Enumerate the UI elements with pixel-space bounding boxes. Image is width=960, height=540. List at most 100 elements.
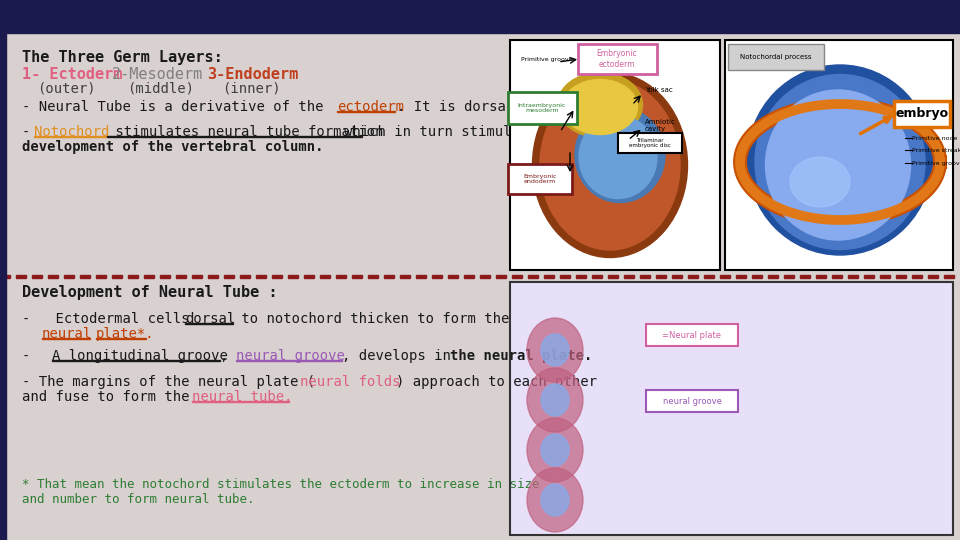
Bar [784,275,794,278]
Bar [725,40,953,270]
FancyBboxPatch shape [578,44,657,74]
Bar [192,401,289,402]
Bar [512,275,522,278]
Bar [368,275,378,278]
Text: Primitive groove: Primitive groove [521,57,572,63]
Text: which in turn stimulates: which in turn stimulates [344,125,545,139]
Text: A longitudinal groove: A longitudinal groove [52,349,228,363]
Bar [544,275,554,278]
Text: The Three Germ Layers:: The Three Germ Layers: [22,50,223,65]
Bar [112,275,122,278]
Text: the neural plate.: the neural plate. [450,349,592,363]
Text: (inner): (inner) [222,82,280,96]
Bar [896,275,906,278]
Text: ) approach to each other: ) approach to each other [396,375,597,389]
Bar [32,275,42,278]
Text: Development of Neural Tube :: Development of Neural Tube : [22,285,277,300]
Text: Primitive groove: Primitive groove [912,160,960,165]
Ellipse shape [541,434,569,466]
Text: Primitive streak: Primitive streak [912,147,960,152]
Ellipse shape [748,65,932,255]
Text: Yolk sac: Yolk sac [645,87,673,93]
Text: -   Ectodermal cells: - Ectodermal cells [22,312,198,326]
Ellipse shape [563,79,637,134]
Text: development of the vertebral column.: development of the vertebral column. [22,140,324,154]
Text: stimulates neural tube formation: stimulates neural tube formation [107,125,392,139]
Ellipse shape [527,468,583,532]
Bar [96,275,106,278]
Bar [592,275,602,278]
Ellipse shape [533,72,687,258]
Bar [336,275,346,278]
Bar [640,275,650,278]
Bar [288,275,298,278]
Text: neural groove: neural groove [236,349,345,363]
Bar [912,275,922,278]
Text: Embryonic
ectoderm: Embryonic ectoderm [597,49,637,69]
Ellipse shape [790,157,850,207]
Text: neural folds: neural folds [300,375,400,389]
Bar [880,275,890,278]
Bar [176,275,186,278]
Text: Trilaminar
embryonic disc: Trilaminar embryonic disc [629,138,671,148]
Bar [0,0,6,540]
Text: Notochord: Notochord [34,125,109,139]
Text: Amniotic
cavity: Amniotic cavity [645,118,676,132]
FancyBboxPatch shape [646,390,738,412]
Text: plate*.: plate*. [96,327,155,341]
Bar [107,136,362,137]
Text: to notochord thicken to form the: to notochord thicken to form the [233,312,517,326]
Text: neural groove: neural groove [662,396,721,406]
Text: - Neural Tube is a derivative of the: - Neural Tube is a derivative of the [22,100,332,114]
FancyBboxPatch shape [728,44,824,70]
Ellipse shape [527,318,583,382]
Ellipse shape [527,368,583,432]
Bar [160,275,170,278]
Bar [688,275,698,278]
Bar [608,275,618,278]
Bar [224,275,234,278]
Bar [208,275,218,278]
Text: (outer): (outer) [37,82,96,96]
Bar [144,275,154,278]
Bar [800,275,810,278]
Bar [128,275,138,278]
Ellipse shape [541,384,569,416]
Bar [16,275,26,278]
Text: dorsal: dorsal [185,312,235,326]
Text: (middle): (middle) [127,82,194,96]
Ellipse shape [541,334,569,366]
Bar [704,275,714,278]
Bar [816,275,826,278]
Text: 2-Mesoderm: 2-Mesoderm [112,67,204,82]
Bar [80,275,90,278]
Text: and fuse to form the: and fuse to form the [22,390,198,404]
Ellipse shape [579,116,657,199]
Bar [510,282,953,535]
Bar [256,275,266,278]
Bar [480,275,490,278]
Text: Primitive node: Primitive node [912,136,957,140]
Bar [560,275,570,278]
Bar [0,30,960,33]
Bar [736,275,746,278]
FancyBboxPatch shape [508,164,572,194]
Bar [352,275,362,278]
Bar [464,275,474,278]
Ellipse shape [575,107,665,202]
Text: ectoderm: ectoderm [337,100,404,114]
Bar [304,275,314,278]
Bar [52,360,220,361]
Bar [34,136,106,137]
Bar [432,275,442,278]
Bar [672,275,682,278]
Text: . It is dorsal to notochord.: . It is dorsal to notochord. [397,100,632,114]
Text: embryo: embryo [896,107,948,120]
Text: Embryonic
endoderm: Embryonic endoderm [523,173,557,184]
Bar [752,275,762,278]
Bar [384,275,394,278]
Text: Intraembryonic
mesoderm: Intraembryonic mesoderm [517,103,566,113]
Bar [768,275,778,278]
Bar [0,275,10,278]
Bar [448,275,458,278]
